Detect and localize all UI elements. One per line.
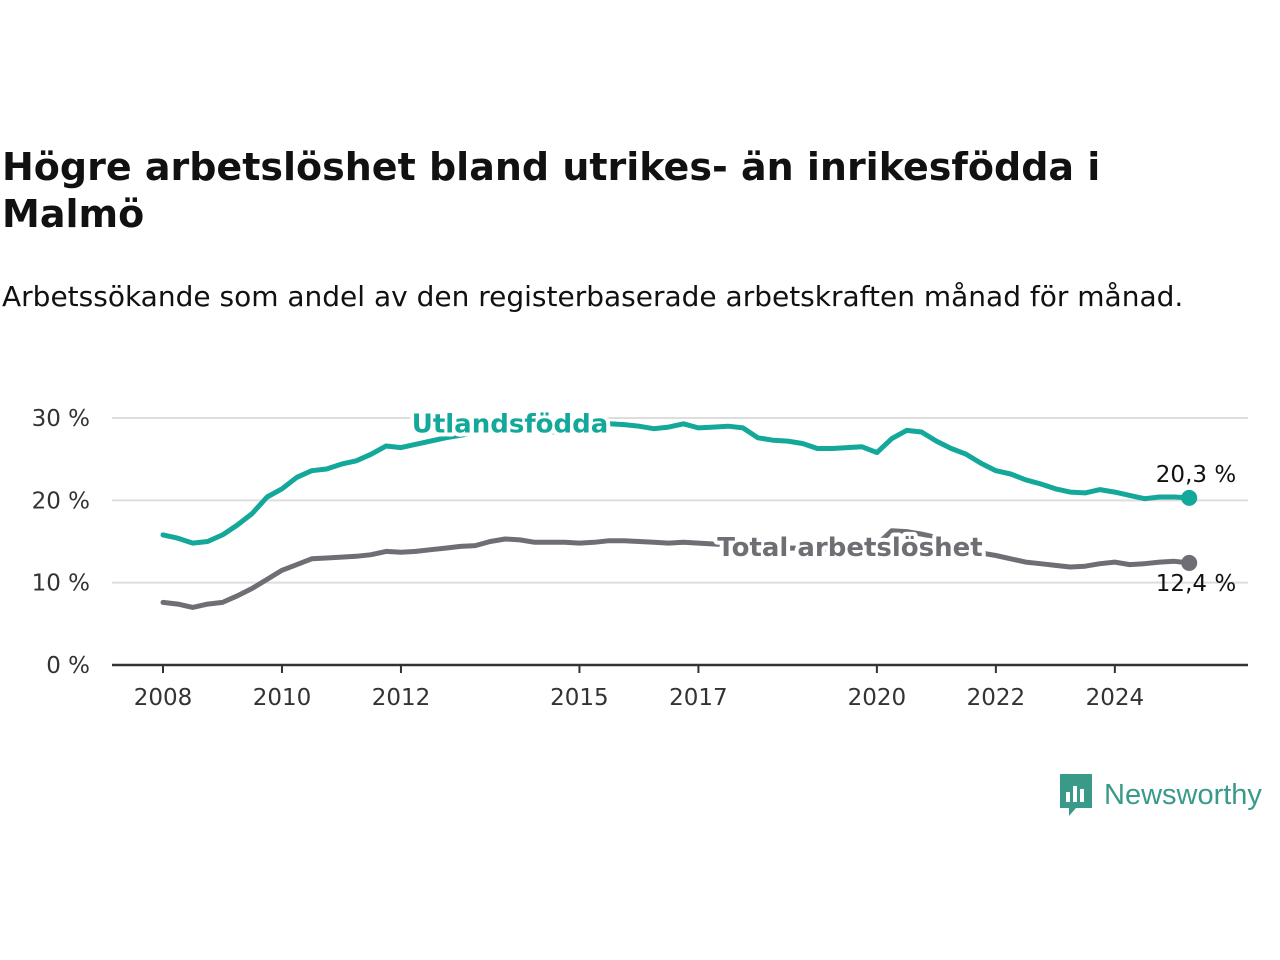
series-end-point [1181, 489, 1198, 506]
y-tick-label: 0 % [46, 653, 90, 679]
y-tick-label: 10 % [32, 571, 90, 597]
x-tick-label: 2022 [967, 685, 1026, 711]
x-tick-label: 2012 [372, 685, 431, 711]
series-end-point [1181, 554, 1198, 571]
series-name-label: Utlandsfödda [412, 409, 609, 439]
x-tick-label: 2015 [550, 685, 609, 711]
series-line [160, 421, 1192, 546]
gridlines [112, 417, 1248, 584]
end-value-label: 20,3 % [1156, 462, 1236, 488]
x-tick-label: 2008 [134, 685, 193, 711]
x-tick-label: 2020 [848, 685, 907, 711]
x-tick-label: 2010 [253, 685, 312, 711]
series-labels: 20,3 % 12,4 % Utlandsfödda Total arbetslösh… [408, 405, 1236, 597]
y-axis: 0 % 10 % 20 % 30 % [32, 406, 90, 679]
y-tick-label: 30 % [32, 406, 90, 432]
series-name-label: Total arbetslöshet [717, 533, 982, 563]
newsworthy-logo-icon [1060, 774, 1092, 816]
series-line [160, 528, 1192, 610]
y-tick-label: 20 % [32, 488, 90, 514]
x-axis: 2008 2010 2012 2015 2017 2020 2022 2024 [112, 663, 1248, 711]
series-lines [160, 421, 1198, 610]
x-tick-label: 2017 [669, 685, 728, 711]
chart-subtitle: Arbetssökande som andel av den registerb… [2, 280, 1184, 313]
chart-title: Högre arbetslöshet bland utrikes- än inr… [2, 145, 1101, 236]
end-value-label: 12,4 % [1156, 571, 1236, 597]
x-tick-label: 2024 [1086, 685, 1145, 711]
newsworthy-brand: Newsworthy [1058, 772, 1262, 818]
brand-name: Newsworthy [1104, 778, 1262, 811]
